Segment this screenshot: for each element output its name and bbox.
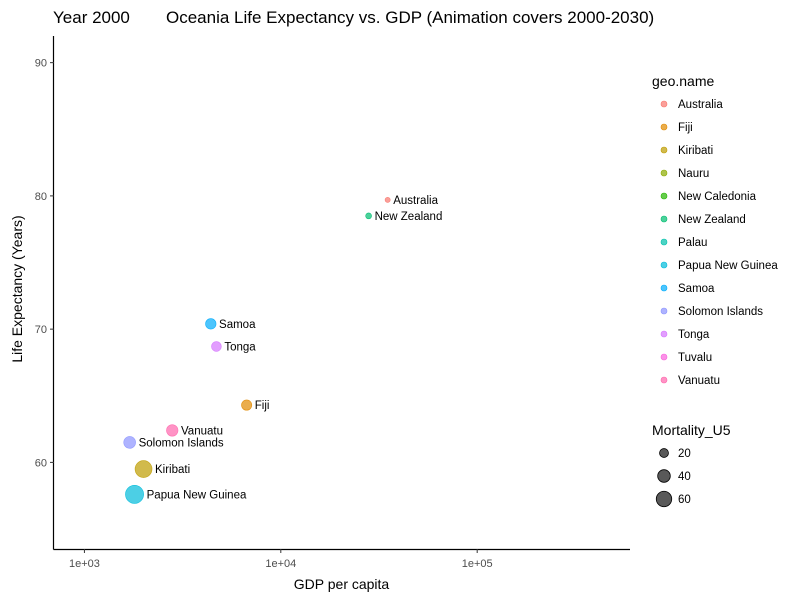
x-axis-title: GDP per capita [294,576,390,592]
data-label-samoa: Samoa [219,319,256,331]
data-label-solomon-islands: Solomon Islands [139,437,224,449]
legend-key [660,238,668,246]
chart-title: Oceania Life Expectancy vs. GDP (Animati… [166,8,654,27]
data-point-new-zealand [365,212,372,220]
legend-key [660,215,668,223]
data-point-samoa [205,318,217,330]
legend-key [660,146,668,154]
legend-entry: Tonga [678,329,710,341]
data-label-vanuatu: Vanuatu [181,425,223,437]
legend-entry: Kiribati [678,145,713,157]
size-legend-label: 60 [678,494,691,506]
legend-key [660,376,668,384]
legend-key [660,123,668,131]
legend-entry: New Caledonia [678,191,757,203]
plot-area: Australia New Zealand Samoa Tonga Fiji Vanuat… [123,195,443,504]
data-label-kiribati: Kiribati [155,464,190,476]
data-label-tonga: Tonga [224,341,256,353]
data-point-papua-new-guinea [125,484,144,504]
color-legend: Australia Fiji Kiribati Nauru New Caledonia N… [660,99,778,387]
legend-entry: Samoa [678,283,715,295]
year-label: Year 2000 [53,8,130,27]
color-legend-title: geo.name [652,73,714,89]
x-tick-label: 1e+03 [69,558,100,570]
size-legend-label: 40 [678,471,691,483]
legend-key [660,192,668,200]
data-point-vanuatu [166,424,179,437]
legend-key [660,284,668,292]
data-label-fiji: Fiji [255,400,270,412]
legend-entry: Fiji [678,122,693,134]
size-legend-title: Mortality_U5 [652,422,731,438]
legend-key [660,307,668,315]
size-legend-key [655,490,673,508]
y-axis-title: Life Expectancy (Years) [9,215,25,362]
data-point-australia [384,197,391,203]
legend-entry: Solomon Islands [678,306,763,318]
x-tick-label: 1e+04 [265,558,296,570]
legend-entry: Tuvalu [678,352,712,364]
size-legend-label: 20 [678,448,691,460]
legend-key [660,261,668,269]
y-tick-label: 90 [35,58,47,70]
y-axis-ticks: 60 70 80 90 [35,58,54,469]
data-label-papua-new-guinea: Papua New Guinea [147,489,247,501]
legend-key [660,169,668,177]
size-legend: 20 40 60 [655,448,691,508]
legend-key [660,353,668,361]
legend-entry: Australia [678,99,723,111]
legend-entry: Vanuatu [678,375,720,387]
legend-entry: New Zealand [678,214,746,226]
size-legend-key [657,469,671,483]
y-tick-label: 80 [35,191,47,203]
x-tick-label: 1e+05 [462,558,493,570]
legend-key [660,100,668,108]
data-point-tonga [211,341,222,352]
data-label-new-zealand: New Zealand [375,211,443,223]
size-legend-key [659,448,669,458]
legend-key [660,330,668,338]
data-label-australia: Australia [393,195,438,207]
x-axis-ticks: 1e+03 1e+04 1e+05 [69,549,493,570]
data-point-kiribati [134,460,153,478]
legend-entry: Papua New Guinea [678,260,778,272]
y-tick-label: 60 [35,457,47,469]
legend-entry: Palau [678,237,707,249]
data-point-fiji [241,399,253,411]
legend-entry: Nauru [678,168,709,180]
y-tick-label: 70 [35,324,47,336]
data-point-solomon-islands [123,436,136,449]
